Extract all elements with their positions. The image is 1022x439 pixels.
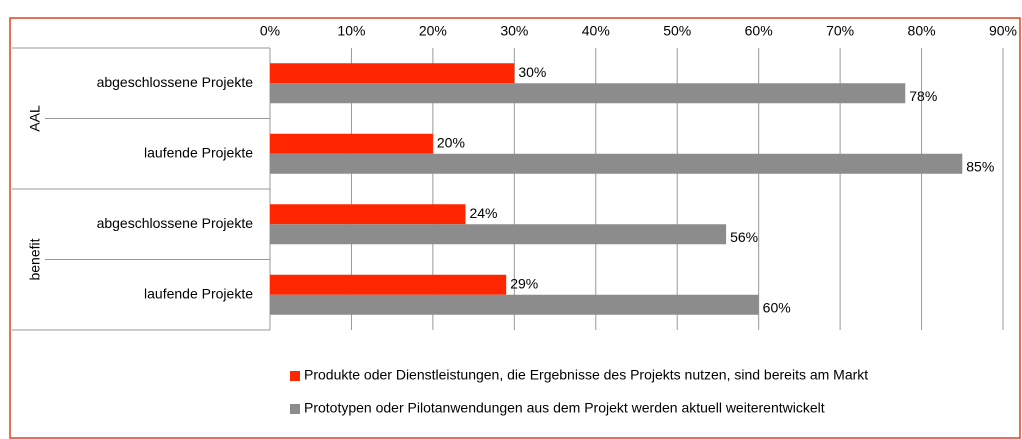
legend-label: Prototypen oder Pilotanwendungen aus dem… — [304, 400, 825, 416]
data-label: 24% — [469, 205, 497, 221]
y-tick-label: abgeschlossene Projekte — [97, 215, 254, 231]
bar — [270, 133, 433, 154]
data-label: 56% — [730, 229, 758, 245]
x-tick-label: 80% — [908, 23, 936, 39]
x-tick-label: 0% — [260, 23, 280, 39]
data-label: 85% — [966, 158, 994, 174]
bar — [270, 63, 515, 84]
x-tick-label: 30% — [500, 23, 528, 39]
bar — [270, 274, 507, 295]
bar — [270, 294, 759, 315]
data-label: 29% — [510, 275, 538, 291]
chart-border — [9, 17, 1021, 439]
x-tick-label: 40% — [582, 23, 610, 39]
x-tick-label: 90% — [989, 23, 1017, 39]
legend-swatch — [290, 371, 300, 381]
x-tick-label: 50% — [663, 23, 691, 39]
bar — [270, 224, 727, 245]
bar — [270, 204, 466, 225]
bar — [270, 153, 963, 174]
y-tick-label: laufende Projekte — [144, 285, 253, 301]
x-tick-label: 20% — [419, 23, 447, 39]
data-label: 60% — [763, 299, 791, 315]
legend-swatch — [290, 404, 300, 414]
y-tick-label: laufende Projekte — [144, 144, 253, 160]
x-tick-label: 60% — [745, 23, 773, 39]
y-tick-label: abgeschlossene Projekte — [97, 74, 254, 90]
data-label: 30% — [518, 64, 546, 80]
x-tick-label: 70% — [826, 23, 854, 39]
data-label: 20% — [437, 134, 465, 150]
legend-label: Produkte oder Dienstleistungen, die Erge… — [304, 367, 868, 383]
group-label: benefit — [27, 238, 43, 280]
bar — [270, 83, 906, 104]
x-tick-label: 10% — [337, 23, 365, 39]
group-label: AAL — [27, 105, 43, 132]
data-label: 78% — [909, 88, 937, 104]
